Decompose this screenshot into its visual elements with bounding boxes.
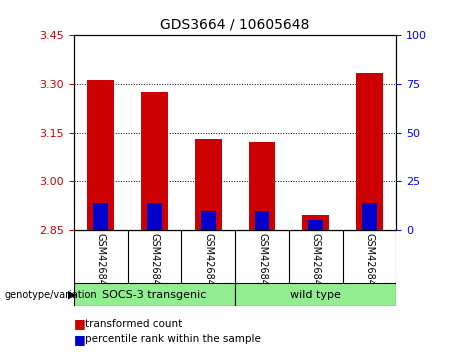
Text: GSM426844: GSM426844 bbox=[311, 233, 321, 292]
Text: ■: ■ bbox=[74, 333, 85, 346]
Bar bbox=[362, 203, 377, 230]
Text: GSM426843: GSM426843 bbox=[257, 233, 267, 292]
Bar bbox=[302, 216, 329, 230]
Text: ▶: ▶ bbox=[68, 290, 77, 299]
Bar bbox=[308, 221, 323, 230]
Bar bbox=[141, 92, 168, 230]
Text: wild type: wild type bbox=[290, 290, 341, 300]
Bar bbox=[356, 73, 383, 230]
Text: transformed count: transformed count bbox=[85, 319, 183, 329]
Bar bbox=[87, 80, 114, 230]
Text: genotype/variation: genotype/variation bbox=[5, 290, 97, 299]
Bar bbox=[147, 203, 162, 230]
Bar bbox=[74, 283, 235, 306]
Bar bbox=[93, 203, 108, 230]
Title: GDS3664 / 10605648: GDS3664 / 10605648 bbox=[160, 17, 310, 32]
Text: GSM426842: GSM426842 bbox=[203, 233, 213, 292]
Text: GSM426840: GSM426840 bbox=[95, 233, 106, 292]
Bar bbox=[195, 139, 222, 230]
Text: GSM426841: GSM426841 bbox=[149, 233, 160, 292]
Bar bbox=[248, 143, 275, 230]
Text: SOCS-3 transgenic: SOCS-3 transgenic bbox=[102, 290, 207, 300]
Bar bbox=[235, 283, 396, 306]
Bar bbox=[201, 211, 216, 230]
Text: GSM426845: GSM426845 bbox=[365, 233, 375, 292]
Text: ■: ■ bbox=[74, 318, 85, 330]
Bar bbox=[254, 211, 269, 230]
Text: percentile rank within the sample: percentile rank within the sample bbox=[85, 334, 261, 344]
